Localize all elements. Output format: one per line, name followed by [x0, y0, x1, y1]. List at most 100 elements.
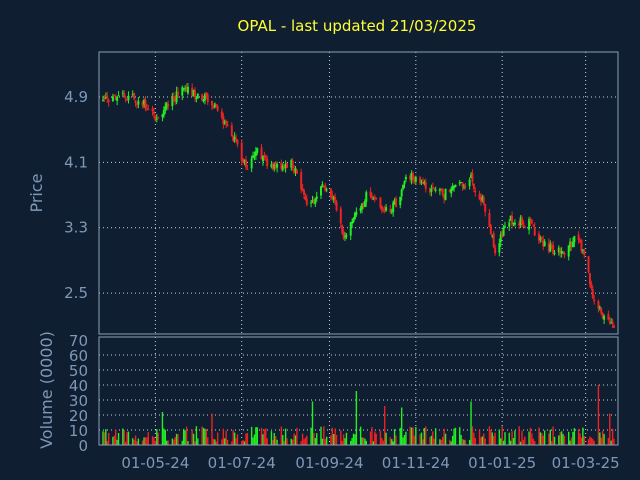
- grid-lines: [99, 52, 618, 445]
- candle-body: [539, 237, 542, 240]
- volume-bar: [534, 440, 536, 445]
- volume-bar: [334, 428, 336, 445]
- candle-body: [484, 203, 487, 212]
- volume-bar: [509, 440, 512, 445]
- x-tick-label: 01-03-25: [552, 454, 620, 472]
- candle-body: [114, 97, 117, 101]
- candle-body: [537, 233, 540, 241]
- candle-body: [380, 205, 383, 211]
- candle-body: [177, 91, 180, 95]
- volume-bar: [313, 432, 315, 445]
- candle-body: [522, 222, 525, 225]
- volume-bar: [362, 437, 365, 445]
- volume-bar: [207, 437, 209, 445]
- candle-body: [310, 202, 313, 204]
- volume-bar: [231, 441, 233, 445]
- volume-bar: [590, 437, 593, 445]
- candle-body: [370, 195, 373, 198]
- candle-body: [583, 249, 586, 256]
- volume-bar: [392, 441, 394, 445]
- volume-bar: [521, 430, 523, 445]
- candle-body: [226, 124, 229, 127]
- volume-bar: [403, 434, 406, 445]
- volume-bar: [181, 440, 183, 445]
- candle-body: [334, 197, 337, 201]
- candle-body: [379, 197, 382, 208]
- candle-body: [454, 184, 457, 187]
- volume-bar: [187, 441, 189, 445]
- candle-body: [144, 100, 147, 108]
- volume-bar: [395, 435, 397, 445]
- volume-bar: [202, 427, 205, 445]
- volume-tick-label: 10: [69, 422, 88, 440]
- volume-bar: [409, 426, 411, 445]
- volume-bar: [274, 436, 277, 445]
- candle-body: [601, 313, 604, 319]
- candle-body: [451, 185, 454, 190]
- candle-body: [196, 93, 199, 99]
- volume-bar: [182, 428, 185, 445]
- candle-body: [294, 168, 297, 172]
- volume-bar: [549, 429, 552, 445]
- volume-bar: [454, 427, 457, 445]
- volume-bar: [498, 429, 501, 445]
- x-tick-label: 01-05-24: [121, 454, 189, 472]
- candle-body: [284, 164, 287, 169]
- volume-bar: [551, 440, 553, 445]
- volume-bar: [184, 430, 186, 445]
- candle-body: [111, 96, 114, 102]
- candle-body: [260, 147, 263, 160]
- volume-bar: [405, 431, 407, 445]
- volume-bar: [243, 441, 246, 445]
- volume-bar: [154, 441, 157, 445]
- volume-bar: [316, 433, 318, 445]
- candle-body: [121, 92, 124, 94]
- candle-body: [489, 225, 492, 235]
- volume-bar: [241, 441, 243, 445]
- volume-bar: [280, 426, 283, 445]
- volume-bar: [113, 435, 116, 445]
- candle-body: [591, 289, 594, 299]
- volume-bar: [420, 432, 423, 445]
- volume-bar: [434, 428, 437, 445]
- candle-body: [205, 92, 208, 96]
- candle-body: [215, 103, 218, 105]
- volume-bar: [577, 429, 580, 445]
- candle-body: [608, 321, 611, 323]
- candle-body: [281, 165, 284, 170]
- volume-bar: [449, 439, 451, 445]
- candle-body: [195, 97, 198, 99]
- candle-body: [171, 96, 174, 107]
- candle-body: [444, 188, 447, 200]
- volume-bar: [146, 437, 148, 445]
- candle-body: [355, 212, 358, 215]
- volume-bar: [450, 441, 452, 445]
- volume-bar: [177, 434, 179, 445]
- candle-body: [254, 151, 257, 156]
- candle-body: [203, 94, 206, 101]
- volume-bar: [463, 439, 465, 445]
- candle-body: [246, 168, 249, 170]
- candle-body: [344, 236, 347, 238]
- candle-body: [542, 240, 545, 247]
- candle-body: [133, 92, 136, 100]
- candle-body: [151, 108, 154, 111]
- volume-tick-label: 50: [69, 362, 88, 380]
- candle-body: [518, 223, 521, 226]
- x-tick-label: 01-07-24: [208, 454, 276, 472]
- volume-bar: [273, 432, 275, 445]
- candle-body: [335, 201, 338, 211]
- candle-body: [529, 219, 532, 222]
- volume-bar: [282, 435, 284, 445]
- volume-bar: [570, 437, 573, 445]
- volume-bar: [412, 427, 414, 445]
- candle-body: [404, 176, 407, 180]
- candle-body: [216, 105, 219, 111]
- volume-bar: [303, 439, 305, 445]
- candle-body: [280, 162, 283, 169]
- volume-bar: [399, 427, 401, 445]
- volume-bar: [212, 438, 215, 445]
- volume-bar: [461, 438, 464, 445]
- volume-bar: [613, 438, 615, 445]
- candle-body: [375, 197, 378, 199]
